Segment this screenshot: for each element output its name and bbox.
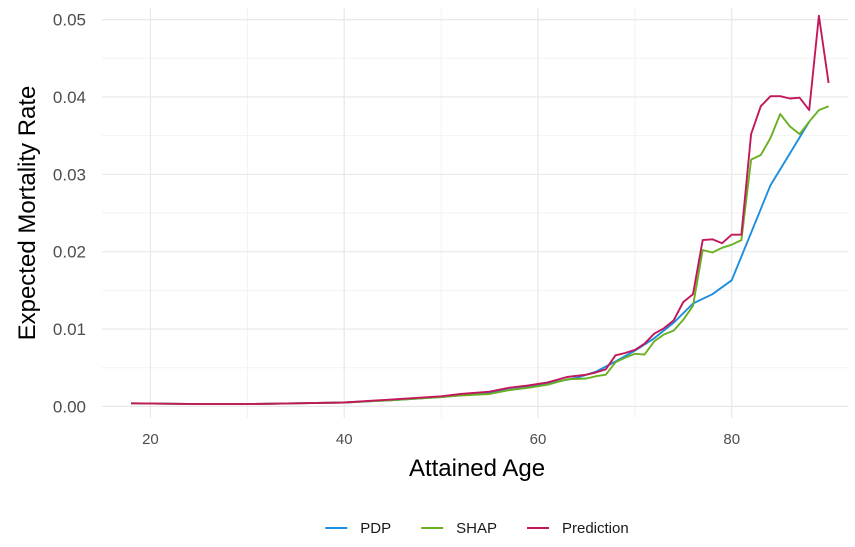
grid [102,8,848,418]
series-lines [131,14,830,406]
y-tick-label: 0.03 [53,165,86,184]
series-line-prediction [131,14,830,406]
x-tick-label: 20 [142,431,159,448]
y-tick-label: 0.01 [53,320,86,339]
y-axis-title: Expected Mortality Rate [14,86,41,341]
legend-label-shap: SHAP [456,520,497,537]
y-tick-label: 0.02 [53,243,86,262]
x-tick-label: 60 [530,431,547,448]
legend: PDP SHAP Prediction [325,520,629,537]
x-tick-label: 40 [336,431,353,448]
y-axis-ticks: 0.00 0.01 0.02 0.03 0.04 0.05 [53,11,86,417]
y-tick-label: 0.05 [53,11,86,30]
x-tick-label: 80 [723,431,740,448]
legend-label-prediction: Prediction [562,520,629,537]
y-tick-label: 0.04 [53,88,86,107]
x-axis-ticks: 20 40 60 80 [142,431,740,448]
y-tick-label: 0.00 [53,397,86,416]
series-line-shap [131,105,829,406]
x-axis-title: Attained Age [409,455,545,482]
legend-label-pdp: PDP [360,520,391,537]
